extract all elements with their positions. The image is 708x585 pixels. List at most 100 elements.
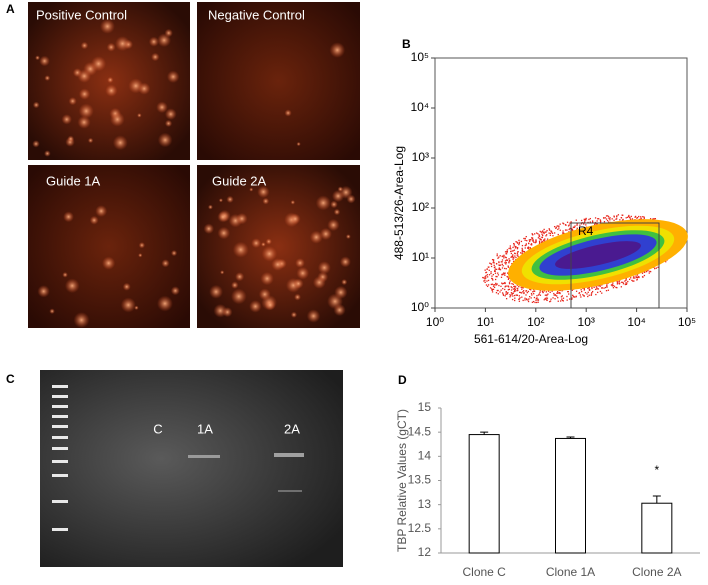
event-dot: [489, 287, 492, 289]
event-dot: [562, 300, 564, 302]
event-dot: [582, 294, 584, 296]
event-dot: [606, 284, 608, 286]
event-dot: [579, 224, 581, 226]
event-dot: [516, 242, 519, 244]
cell: [90, 56, 107, 72]
event-dot: [532, 234, 534, 236]
cell: [319, 227, 332, 241]
cell: [341, 279, 348, 286]
event-dot: [502, 294, 505, 296]
event-dot: [638, 276, 640, 278]
x-tick-label: 10⁴: [627, 315, 646, 329]
event-dot: [638, 215, 640, 218]
event-dot: [499, 268, 502, 271]
event-dot: [523, 292, 525, 294]
event-dot: [566, 221, 569, 223]
event-dot: [632, 280, 634, 282]
event-dot: [548, 232, 550, 234]
event-dot: [498, 284, 500, 287]
event-dot: [619, 219, 621, 221]
event-dot: [496, 289, 498, 292]
event-dot: [541, 233, 543, 235]
bar: [555, 437, 586, 554]
event-dot: [537, 237, 540, 239]
event-dot: [512, 250, 514, 252]
event-dot: [631, 218, 634, 220]
event-dot: [551, 231, 553, 233]
event-dot: [628, 215, 630, 218]
cell: [107, 76, 114, 84]
event-dot: [518, 242, 520, 245]
ladder-band: [52, 447, 68, 450]
event-dot: [546, 238, 549, 240]
event-dot: [516, 252, 519, 254]
event-dot: [649, 270, 651, 273]
event-dot: [512, 260, 515, 262]
event-dot: [616, 215, 618, 217]
cell: [289, 213, 301, 225]
event-dot: [636, 217, 638, 219]
event-dot: [536, 297, 538, 299]
event-dot: [595, 293, 597, 296]
event-dot: [507, 276, 509, 278]
event-dot: [504, 295, 506, 297]
cell: [271, 258, 285, 271]
event-dot: [649, 270, 652, 273]
event-dot: [513, 242, 515, 245]
cell: [164, 108, 177, 120]
event-dot: [571, 289, 574, 291]
event-dot: [615, 218, 617, 220]
event-dot: [654, 218, 657, 220]
event-dot: [521, 252, 523, 255]
event-dot: [506, 249, 509, 251]
event-dot: [556, 225, 558, 227]
event-dot: [516, 284, 518, 286]
event-dot: [550, 298, 552, 300]
event-dot: [624, 280, 626, 282]
event-dot: [509, 280, 511, 282]
x-tick-label: 10⁰: [426, 315, 444, 329]
event-dot: [596, 220, 598, 222]
event-dot: [591, 221, 594, 223]
event-dot: [618, 283, 621, 285]
event-dot: [546, 299, 548, 301]
event-dot: [531, 237, 534, 240]
event-dot: [507, 289, 509, 291]
event-dot: [563, 232, 565, 235]
event-dot: [559, 292, 561, 295]
cell: [315, 195, 331, 211]
event-dot: [544, 297, 546, 300]
event-dot: [502, 265, 504, 267]
cell: [77, 69, 92, 83]
event-dot: [501, 274, 503, 276]
event-dot: [521, 251, 523, 253]
y-tick-label: 10²: [412, 200, 429, 214]
density: [555, 241, 641, 269]
event-dot: [527, 290, 530, 293]
y-tick-label: 15: [418, 400, 432, 414]
event-dot: [527, 247, 529, 249]
event-dot: [634, 216, 636, 218]
event-dot: [580, 289, 582, 291]
event-dot: [484, 279, 486, 281]
x-tick-label: Clone C: [462, 565, 506, 579]
event-dot: [491, 275, 493, 277]
event-dot: [507, 278, 510, 281]
event-dot: [493, 266, 496, 269]
event-dot: [562, 222, 564, 224]
cell: [101, 256, 116, 270]
event-dot: [583, 287, 585, 289]
event-dot: [514, 287, 516, 290]
event-dot: [484, 276, 486, 278]
event-dot: [633, 280, 635, 282]
event-dot: [494, 284, 496, 286]
y-tick-label: 12.5: [408, 521, 432, 535]
cell: [151, 52, 160, 62]
event-dot: [537, 299, 540, 301]
event-dot: [505, 257, 507, 259]
cell: [296, 141, 301, 147]
event-dot: [601, 292, 603, 294]
event-dot: [496, 275, 498, 278]
event-dot: [492, 279, 494, 281]
event-dot: [494, 278, 497, 281]
